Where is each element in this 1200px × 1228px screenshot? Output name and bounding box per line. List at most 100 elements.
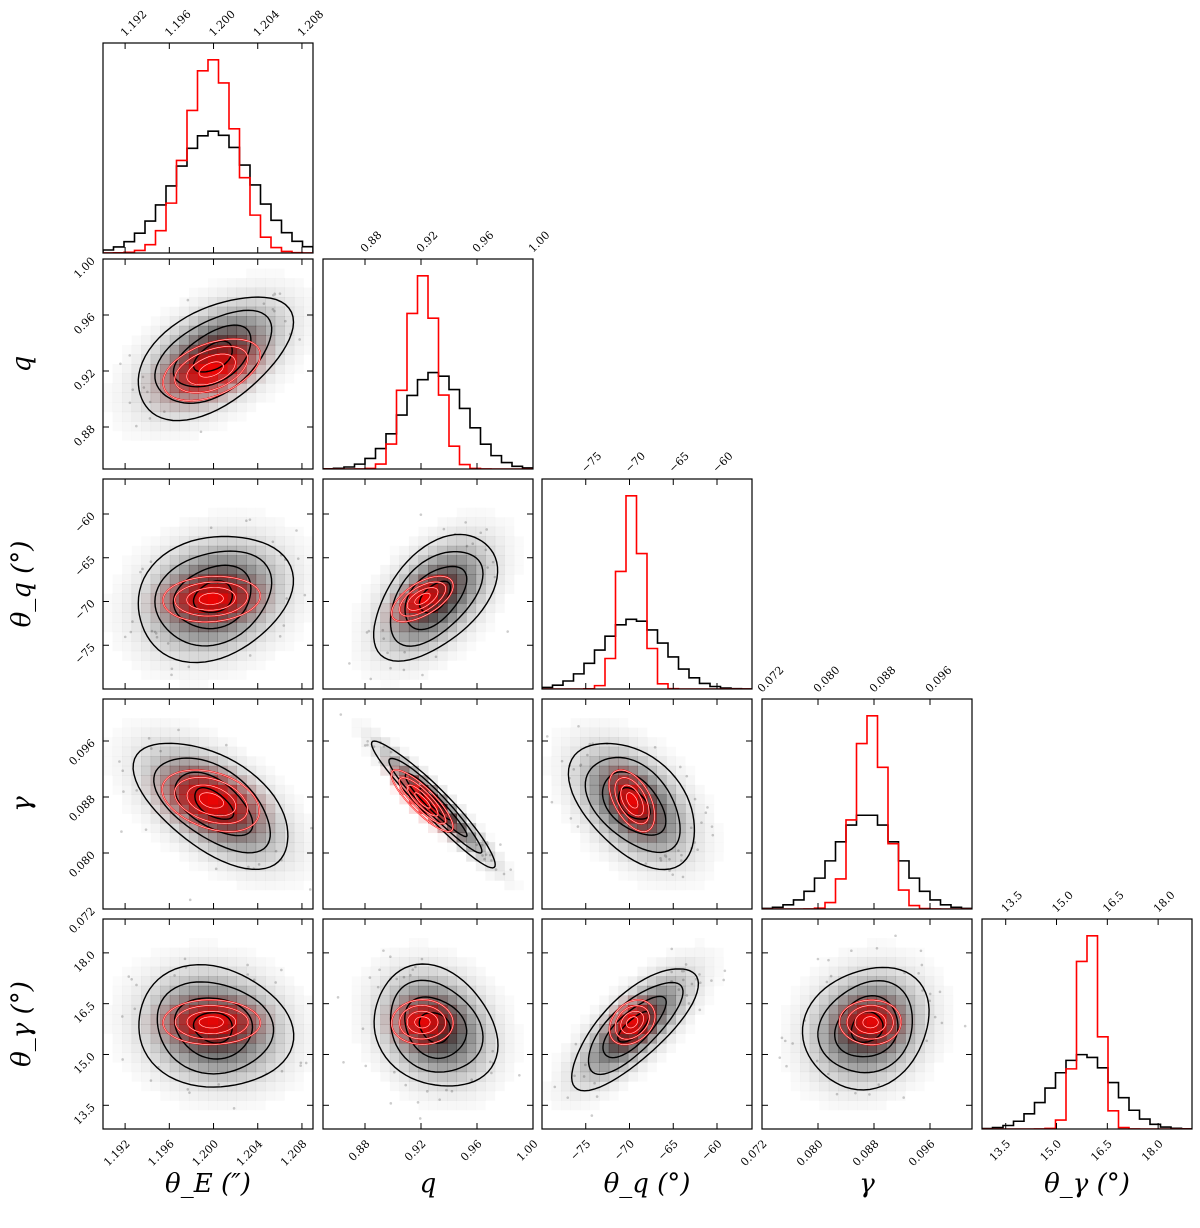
density-cell xyxy=(609,1091,619,1101)
density-cell xyxy=(637,976,648,987)
density-cell xyxy=(227,870,238,881)
density-cell xyxy=(694,813,705,824)
density-cell xyxy=(380,670,390,680)
density-cell xyxy=(188,832,199,843)
density-cell xyxy=(675,804,686,814)
density-cell xyxy=(418,555,429,566)
top-tick-label: 0.096 xyxy=(923,664,954,695)
density-cell xyxy=(227,603,238,614)
density-cell xyxy=(418,1081,429,1092)
density-cell xyxy=(284,1062,295,1073)
density-cell xyxy=(188,794,199,805)
density-cell xyxy=(198,775,209,786)
density-cell xyxy=(131,775,142,786)
density-cell xyxy=(160,976,171,987)
density-cell xyxy=(131,574,142,585)
density-cell xyxy=(418,1100,428,1110)
density-cell xyxy=(857,948,867,958)
density-cell xyxy=(275,517,285,527)
density-cell xyxy=(227,1043,238,1054)
density-cell xyxy=(141,756,152,767)
density-cell xyxy=(867,1052,877,1063)
density-cell xyxy=(303,814,313,824)
density-cell xyxy=(828,1052,839,1063)
density-cell xyxy=(589,1071,600,1082)
density-cell xyxy=(169,402,180,413)
density-cell xyxy=(208,402,218,413)
density-cell xyxy=(160,1014,171,1025)
density-cell xyxy=(675,976,686,987)
density-cell xyxy=(905,985,916,996)
density-cell xyxy=(179,669,190,680)
density-cell xyxy=(914,966,925,977)
density-cell xyxy=(303,823,313,833)
density-cell xyxy=(675,966,686,977)
density-cell xyxy=(428,574,438,585)
y-axis-title: q xyxy=(7,356,37,373)
left-tick-label: 15.0 xyxy=(71,1050,98,1077)
density-cell xyxy=(637,842,648,853)
density-cell xyxy=(456,1081,467,1092)
density-cell xyxy=(915,948,925,958)
density-cell xyxy=(819,1071,830,1082)
density-cell xyxy=(933,1024,944,1034)
density-cell xyxy=(265,842,276,853)
density-cell xyxy=(150,402,161,413)
density-cell xyxy=(380,660,391,671)
density-cell xyxy=(217,765,228,776)
density-cell xyxy=(113,603,123,613)
density-cell xyxy=(704,794,714,804)
density-cell xyxy=(361,622,372,633)
density-cell xyxy=(924,976,935,987)
density-cell xyxy=(570,1071,581,1082)
density-cell xyxy=(485,995,496,1006)
sample-point xyxy=(696,848,699,852)
density-cell xyxy=(494,584,505,594)
density-cell xyxy=(876,985,887,996)
density-cell xyxy=(236,756,247,767)
density-cell xyxy=(905,948,915,958)
bottom-tick-label: 0.080 xyxy=(794,1137,825,1168)
density-cell xyxy=(188,564,199,575)
density-cell xyxy=(456,985,467,996)
density-cell xyxy=(160,536,171,547)
contour-highlight xyxy=(399,1005,447,1040)
density-cell xyxy=(438,1100,448,1110)
density-cell xyxy=(685,995,696,1006)
density-cell xyxy=(122,1053,132,1063)
density-cell xyxy=(255,1024,266,1034)
density-cell xyxy=(274,612,285,623)
density-cell xyxy=(399,957,410,968)
density-cell xyxy=(599,1071,610,1082)
density-cell xyxy=(627,737,638,748)
contour-highlight xyxy=(626,792,639,809)
density-cell xyxy=(352,995,362,1005)
sample-point xyxy=(877,1083,880,1086)
density-cell xyxy=(399,612,410,623)
density-cell xyxy=(198,574,209,585)
density-cell xyxy=(198,794,209,805)
density-cell xyxy=(447,966,458,977)
density-cell xyxy=(131,564,142,575)
density-cell xyxy=(217,584,228,594)
density-cell xyxy=(608,775,619,786)
density-cell xyxy=(160,737,171,748)
density-cell xyxy=(141,1024,152,1034)
density-cell xyxy=(370,603,381,614)
density-cell xyxy=(418,622,429,633)
density-cell xyxy=(370,593,381,604)
density-cell xyxy=(494,1014,505,1025)
contour-highlight xyxy=(186,587,236,611)
density-cell xyxy=(456,1004,467,1015)
density-cell xyxy=(198,775,209,786)
density-cell xyxy=(151,536,161,546)
density-cell xyxy=(198,411,209,422)
bottom-tick-label: −75 xyxy=(568,1137,594,1163)
density-cell xyxy=(475,545,486,556)
sample-point xyxy=(574,1042,578,1046)
density-cell xyxy=(380,1043,391,1054)
contour-highlight xyxy=(391,769,454,832)
sample-point xyxy=(835,1092,839,1096)
density-cell xyxy=(428,1071,438,1082)
density-cell xyxy=(371,670,381,680)
